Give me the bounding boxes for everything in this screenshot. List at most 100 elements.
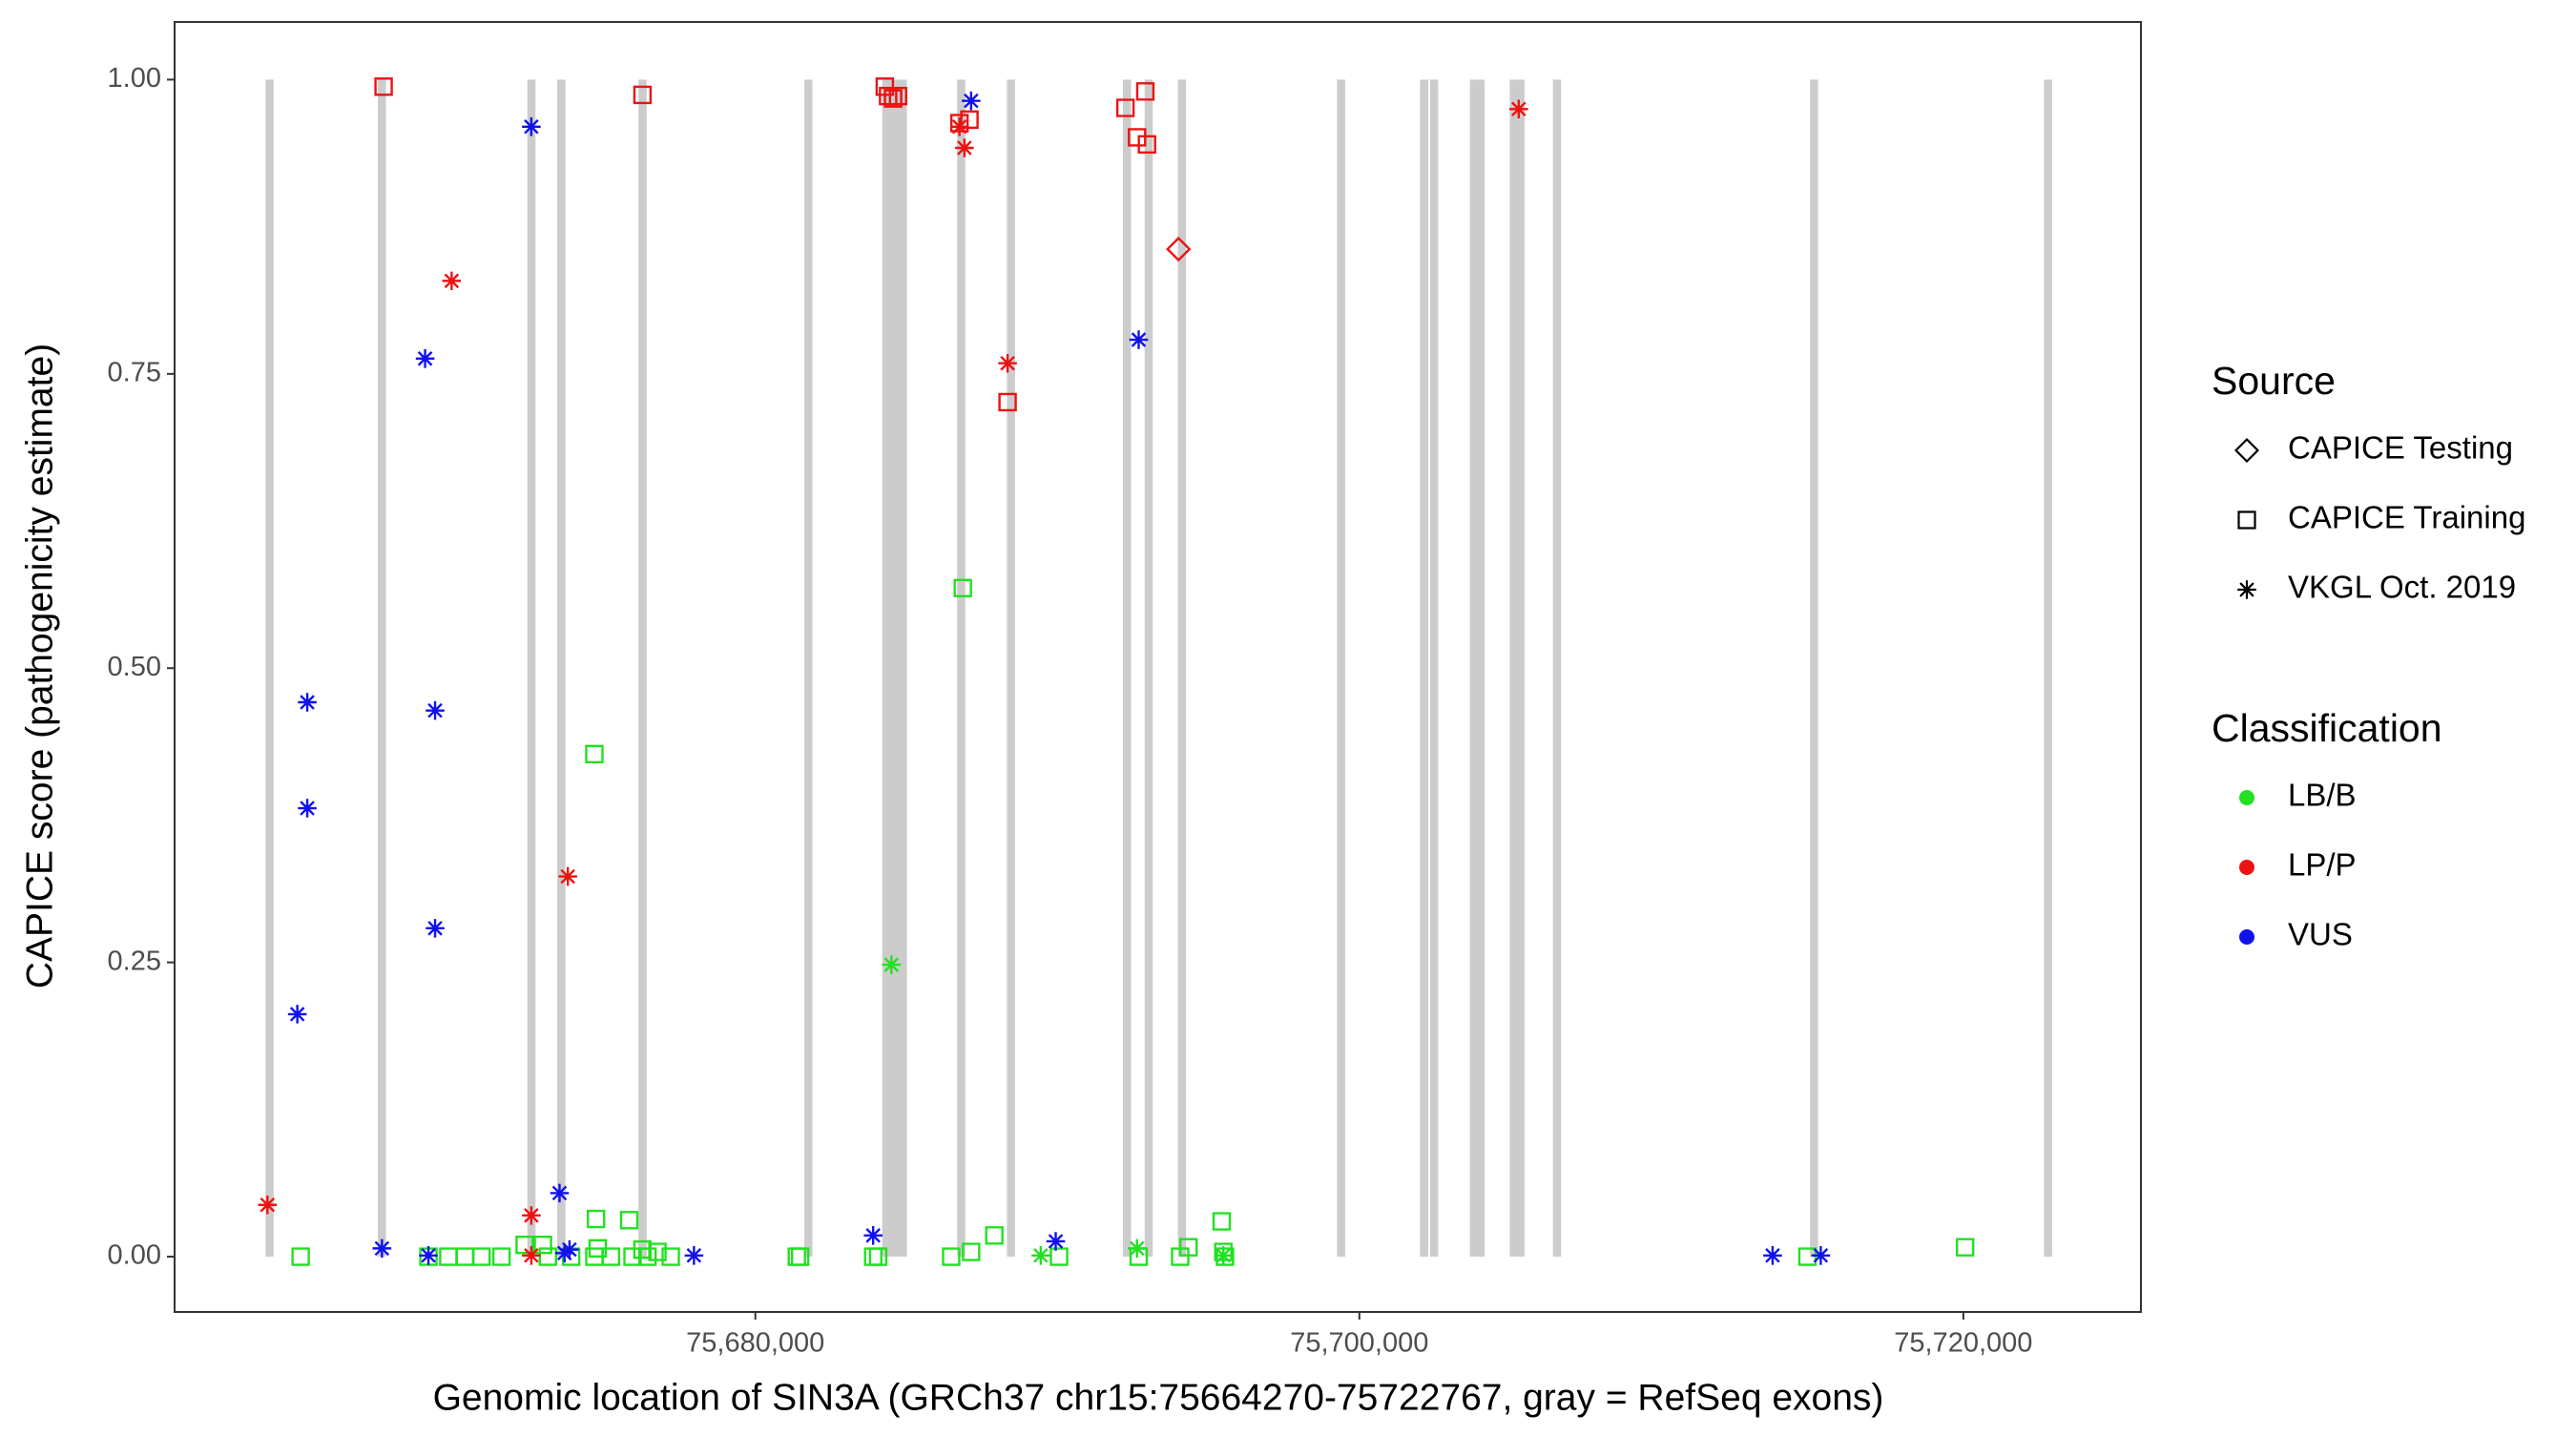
y-tick-label: 1.00 [108, 63, 161, 94]
plot-border [174, 21, 2142, 1313]
data-point [415, 349, 435, 368]
data-point [426, 919, 445, 938]
exon-bar [1177, 79, 1187, 1258]
y-tick-label: 0.50 [108, 652, 161, 682]
data-point [287, 1005, 307, 1024]
data-point [863, 1226, 883, 1245]
data-point [942, 1247, 961, 1266]
legend-symbol [2233, 437, 2260, 464]
data-point [587, 1209, 606, 1229]
data-point [1956, 1238, 1975, 1257]
data-point [522, 117, 541, 136]
data-point [419, 1246, 438, 1265]
data-point [291, 1247, 310, 1266]
data-point [962, 1242, 981, 1261]
data-point [633, 1239, 653, 1259]
data-point [949, 117, 969, 136]
data-point [442, 271, 462, 291]
data-point [883, 89, 903, 108]
legend-label: VUS [2288, 917, 2353, 952]
data-point [372, 1238, 392, 1259]
legend-title: Classification [2212, 706, 2442, 750]
exon-bar [1810, 79, 1818, 1258]
data-point [1129, 330, 1149, 349]
exon-bar [803, 79, 813, 1258]
data-point [953, 578, 972, 598]
data-point [585, 744, 604, 763]
exon-bar [1476, 79, 1485, 1258]
exon-bar [1469, 79, 1479, 1258]
data-point [619, 1211, 639, 1230]
x-tick-label: 75,680,000 [686, 1328, 824, 1359]
exon-bar [1122, 79, 1132, 1258]
exon-bar [638, 79, 647, 1258]
legend-symbol [2237, 580, 2256, 599]
data-point [558, 866, 577, 886]
legend-title: Source [2212, 359, 2336, 403]
data-point [1046, 1232, 1066, 1251]
data-point [1115, 98, 1135, 117]
data-point [1128, 128, 1147, 147]
exon-bar [2044, 79, 2052, 1258]
data-point [648, 1242, 667, 1261]
data-point [790, 1247, 810, 1266]
data-point [633, 85, 653, 105]
data-point [439, 1247, 458, 1266]
data-point [522, 1246, 541, 1265]
data-point [455, 1247, 475, 1266]
exon-bar [1007, 79, 1015, 1258]
data-point [863, 1247, 883, 1266]
data-point [661, 1247, 680, 1266]
data-point [426, 700, 445, 720]
exon-bar [957, 79, 966, 1258]
x-axis-title: Genomic location of SIN3A (GRCh37 chr15:… [433, 1377, 1884, 1418]
data-point [588, 1238, 608, 1259]
data-point [550, 1183, 570, 1203]
legend-label: VKGL Oct. 2019 [2288, 570, 2516, 605]
data-point [1797, 1247, 1818, 1266]
data-point [684, 1246, 704, 1265]
data-point [1128, 1238, 1147, 1259]
x-tick-label: 75,700,000 [1290, 1328, 1428, 1359]
legend-symbol [2239, 929, 2254, 945]
data-point [998, 392, 1017, 412]
legend-label: CAPICE Testing [2288, 430, 2513, 466]
x-tick-label: 75,720,000 [1894, 1328, 2032, 1359]
data-point [1031, 1246, 1050, 1265]
data-point [962, 91, 981, 111]
data-point [1049, 1247, 1069, 1266]
data-point [888, 87, 908, 106]
exon-bar [265, 79, 274, 1258]
exon-bar [1420, 79, 1428, 1258]
legend-symbol [2237, 510, 2256, 530]
data-point [472, 1247, 491, 1266]
data-point [538, 1247, 557, 1266]
legend-label: CAPICE Training [2288, 500, 2525, 535]
data-point [1166, 236, 1192, 262]
exon-bar [1516, 79, 1525, 1258]
exon-bar [527, 79, 536, 1258]
data-point [533, 1235, 552, 1255]
data-point [258, 1195, 278, 1215]
data-point [998, 353, 1017, 373]
data-point [882, 955, 902, 974]
exon-bar [1429, 79, 1439, 1258]
data-point [601, 1247, 621, 1266]
data-point [1178, 1238, 1198, 1257]
legend-label: LB/B [2288, 778, 2357, 813]
data-point [1763, 1246, 1782, 1265]
data-point [1215, 1247, 1235, 1266]
data-point [960, 110, 979, 130]
data-point [419, 1247, 438, 1266]
data-point [955, 138, 974, 157]
data-point [374, 77, 393, 96]
legend-symbol [2239, 860, 2254, 875]
data-point [1171, 1247, 1190, 1266]
exon-bar [1509, 79, 1518, 1258]
exon-bar [1144, 79, 1153, 1258]
data-point [298, 799, 317, 818]
data-point [1135, 82, 1155, 101]
data-point [868, 1247, 888, 1266]
exon-bar [557, 79, 566, 1258]
